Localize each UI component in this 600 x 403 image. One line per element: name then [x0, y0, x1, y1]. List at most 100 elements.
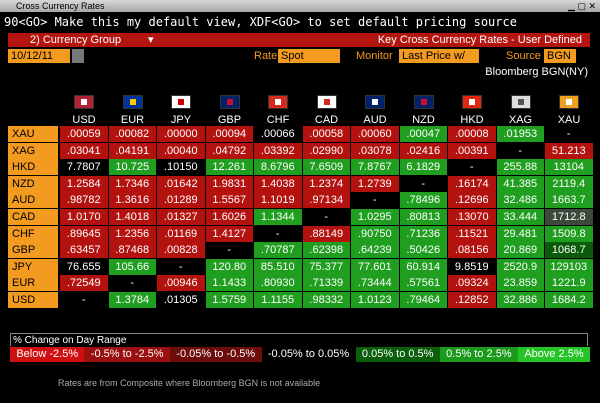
rate-cell: 29.481 [496, 225, 544, 242]
flag-mark [372, 99, 378, 105]
flag-mark [226, 99, 233, 105]
rate-cell: 1663.7 [545, 192, 593, 209]
range-legend: Below -2.5% -0.5% to -2.5% -0.05% to -0.5%… [10, 347, 590, 362]
rate-cell: .70787 [254, 242, 302, 259]
rate-cell: 75.377 [302, 258, 350, 275]
row-header: XAG [8, 142, 58, 159]
rate-cell: .88149 [302, 225, 350, 242]
rate-cell: 1.4038 [254, 175, 302, 192]
range-title: % Change on Day Range [10, 333, 588, 346]
row-header: GBP [8, 242, 58, 259]
rate-cell: 1.3616 [108, 192, 156, 209]
flag-mark [129, 99, 136, 105]
source-label: Source [506, 50, 541, 62]
flag-icon [559, 95, 579, 109]
rate-cell: 32.486 [496, 192, 544, 209]
range-item: -0.5% to -2.5% [84, 347, 170, 362]
rate-label: Rate [254, 50, 278, 62]
rate-cell: 1.2374 [302, 175, 350, 192]
rate-cell: 1.4018 [108, 209, 156, 225]
flag-icon [171, 95, 191, 109]
flag-mark [178, 99, 184, 105]
rate-cell: .08156 [448, 242, 496, 259]
column-header: NZD [412, 114, 435, 126]
row-header: JPY [8, 258, 58, 275]
rate-cell: - [399, 175, 447, 192]
rate-cell: 1.0295 [351, 209, 399, 225]
rate-cell: .89645 [60, 225, 108, 242]
range-item: 0.05% to 0.5% [355, 347, 440, 362]
rate-cell: 120.80 [205, 258, 253, 275]
rate-cell: 51.213 [545, 142, 593, 159]
calendar-button[interactable] [72, 49, 84, 63]
group-menu[interactable]: 2) Currency Group [30, 34, 122, 46]
rate-cell: .97134 [302, 192, 350, 209]
column-header: JPY [170, 114, 192, 126]
flag-icon [268, 95, 288, 109]
rate-cell: .00000 [157, 126, 205, 142]
rate-cell: .50426 [399, 242, 447, 259]
rate-cell: .13070 [448, 209, 496, 225]
rate-cell: 7.7807 [60, 159, 108, 176]
rate-cell: 1.2356 [108, 225, 156, 242]
flag-icon [219, 95, 240, 109]
window-title: Cross Currency Rates [16, 1, 105, 11]
rate-cell: 12.261 [205, 159, 253, 176]
rate-cell: .02990 [302, 142, 350, 159]
flag-mark [420, 99, 427, 105]
rate-cell: 1509.8 [545, 225, 593, 242]
rate-cell: .00058 [302, 126, 350, 142]
rate-cell: - [205, 242, 253, 259]
rate-cell: .02416 [399, 142, 447, 159]
rate-cell: 1221.9 [545, 275, 593, 292]
column-header: AUD [363, 114, 387, 126]
rate-cell: .00047 [399, 126, 447, 142]
rate-cell: .04792 [205, 142, 253, 159]
menu-arrow[interactable]: ▾ [148, 34, 154, 46]
source-field[interactable]: BGN [544, 49, 576, 63]
monitor-label: Monitor [356, 50, 393, 62]
rate-cell: .00066 [254, 126, 302, 142]
rate-cell: .01327 [157, 209, 205, 225]
rate-cell: 1.0170 [60, 209, 108, 225]
rate-cell: 1.1155 [254, 292, 302, 308]
monitor-field[interactable]: Last Price w/ [399, 49, 479, 63]
rate-cell: 2119.4 [545, 175, 593, 192]
rate-cell: 1.3784 [108, 292, 156, 308]
rate-cell: .80930 [254, 275, 302, 292]
flag-icon [365, 95, 385, 109]
rate-cell: .00060 [351, 126, 399, 142]
flag-icon [74, 95, 94, 109]
rate-field[interactable]: Spot [278, 49, 340, 63]
rate-cell: .01169 [157, 225, 205, 242]
rate-cell: 1.1433 [205, 275, 253, 292]
rate-cell: 20.869 [496, 242, 544, 259]
rate-cell: .12696 [448, 192, 496, 209]
rate-cell: .80813 [399, 209, 447, 225]
range-item: -0.05% to -0.5% [169, 347, 262, 362]
date-field[interactable]: 10/12/11 [8, 49, 70, 63]
rate-cell: .00094 [205, 126, 253, 142]
rate-cell: .12852 [448, 292, 496, 308]
title-bar: Cross Currency Rates ▁ ▢ ✕ [0, 0, 600, 12]
rate-cell: .79464 [399, 292, 447, 308]
column-header: EUR [120, 114, 145, 126]
window-buttons[interactable]: ▁ ▢ ✕ [568, 1, 596, 11]
rate-cell: 129103 [545, 258, 593, 275]
rate-cell: 1.4127 [205, 225, 253, 242]
command-line[interactable]: 90<GO> Make this my default view, XDF<GO… [4, 15, 517, 29]
rate-cell: .71236 [399, 225, 447, 242]
column-header: CHF [266, 114, 290, 126]
flag-mark [323, 99, 330, 105]
rate-cell: - [545, 126, 593, 142]
flag-mark [81, 99, 87, 105]
rate-cell: .63457 [60, 242, 108, 259]
rate-cell: .62398 [302, 242, 350, 259]
rate-cell: - [351, 192, 399, 209]
rate-cell: .01289 [157, 192, 205, 209]
flag-mark [275, 99, 281, 105]
rate-cell: .00008 [448, 126, 496, 142]
rate-cell: .03392 [254, 142, 302, 159]
rate-cell: .03078 [351, 142, 399, 159]
rate-cell: 13104 [545, 159, 593, 176]
